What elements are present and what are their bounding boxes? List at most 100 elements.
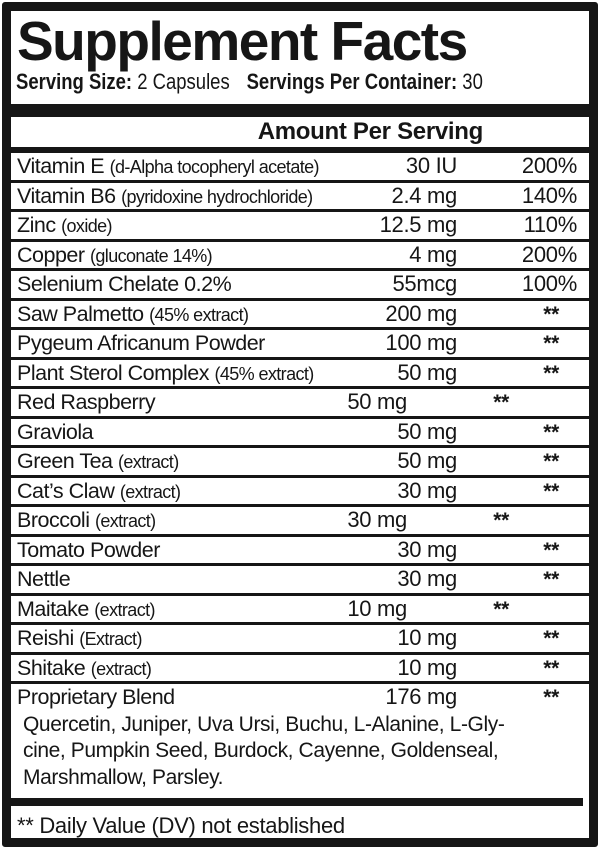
ingredient-row: Pygeum Africanum Powder 100 mg ** (11, 330, 589, 360)
ingredient-name: Plant Sterol Complex (45% extract) (17, 360, 314, 385)
amount-value: 10 mg (347, 595, 407, 621)
ingredient-name: Graviola (17, 419, 94, 444)
amount-value: 50 mg (397, 418, 457, 444)
ingredient-row: Plant Sterol Complex (45% extract) 50 mg… (11, 359, 589, 389)
amount-value: 50 mg (397, 359, 457, 385)
ingredient-name: Vitamin E (d-Alpha tocopheryl acetate) (17, 154, 320, 178)
ingredient-name: Green Tea (extract) (17, 449, 179, 473)
amount-value: 30 mg (397, 477, 457, 503)
ingredient-name: Cat’s Claw (extract) (17, 478, 181, 503)
amount-value: 2.4 mg (391, 182, 458, 208)
blend-line: Marshmallow, Parsley. (23, 765, 224, 789)
daily-value: 110% (523, 212, 578, 237)
amount-value: 10 mg (397, 625, 457, 650)
ingredient-detail: (pyridoxine hydrochloride) (121, 186, 313, 207)
ingredient-row: Maitake (extract) 10 mg ** (11, 595, 589, 625)
servings-per-container-label: Servings Per Container: (246, 69, 458, 94)
amount-value: 30 mg (347, 507, 407, 532)
ingredient-detail: (extract) (119, 481, 181, 502)
ingredient-row: Graviola 50 mg ** (11, 418, 589, 448)
ingredient-detail: (extract) (94, 599, 155, 620)
daily-value: ** (543, 420, 559, 444)
ingredient-table: Vitamin E (d-Alpha tocopheryl acetate) 3… (11, 153, 589, 711)
divider-thick-bottom (11, 798, 584, 806)
ingredient-row: Red Raspberry 50 mg ** (11, 389, 589, 419)
daily-value: ** (543, 450, 559, 473)
amount-value: 4 mg (409, 241, 457, 267)
amount-value: 30 IU (405, 153, 457, 178)
ingredient-name: Pygeum Africanum Powder (17, 331, 265, 355)
ingredient-detail: (gluconate 14%) (90, 245, 213, 266)
ingredient-row: Tomato Powder 30 mg ** (11, 536, 589, 566)
serving-size-value: 2 Capsules (137, 69, 230, 94)
daily-value: 200% (521, 241, 577, 267)
ingredient-row: Copper (gluconate 14%) 4 mg 200% (11, 241, 589, 271)
blend-line: cine, Pumpkin Seed, Burdock, Cayenne, Go… (23, 739, 499, 762)
amount-value: 100 mg (385, 330, 457, 355)
ingredient-name: Selenium Chelate 0.2% (17, 272, 232, 296)
ingredient-row: Proprietary Blend 176 mg ** (11, 684, 589, 711)
ingredient-name: Zinc (oxide) (17, 213, 113, 237)
proprietary-blend-ingredients: Quercetin, Juniper, Uva Ursi, Buchu, L-A… (11, 711, 589, 792)
amount-value: 30 mg (397, 536, 457, 562)
ingredient-name: Shitake (extract) (17, 655, 152, 680)
daily-value-footnote: ** Daily Value (DV) not established (17, 813, 345, 838)
daily-value: ** (543, 361, 559, 385)
serving-size-label: Serving Size: (16, 69, 133, 94)
daily-value: ** (543, 568, 559, 591)
daily-value: ** (543, 656, 559, 680)
ingredient-detail: (d-Alpha tocopheryl acetate) (109, 157, 320, 177)
ingredient-row: Nettle 30 mg ** (11, 566, 589, 596)
ingredient-row: Vitamin B6 (pyridoxine hydrochloride) 2.… (11, 182, 589, 212)
daily-value: 100% (521, 271, 577, 296)
daily-value: ** (493, 597, 509, 621)
amount-per-serving-header: Amount Per Serving (257, 118, 484, 145)
ingredient-name: Red Raspberry (17, 390, 156, 414)
ingredient-name: Vitamin B6 (pyridoxine hydrochloride) (17, 183, 313, 208)
ingredient-name: Maitake (extract) (17, 596, 155, 621)
ingredient-detail: (oxide) (61, 216, 112, 236)
amount-value: 12.5 mg (379, 212, 458, 237)
ingredient-row: Reishi (Extract) 10 mg ** (11, 625, 589, 655)
amount-value: 50 mg (397, 448, 457, 473)
ingredient-name: Proprietary Blend (17, 685, 175, 709)
servings-per-container-value: 30 (462, 69, 483, 94)
ingredient-name: Tomato Powder (17, 537, 160, 562)
ingredient-detail: (45% extract) (149, 304, 249, 325)
amount-value: 176 mg (385, 684, 457, 709)
daily-value: ** (543, 332, 559, 355)
ingredient-detail: (extract) (94, 511, 156, 531)
daily-value: 200% (521, 153, 577, 178)
daily-value: ** (543, 479, 559, 503)
daily-value: ** (543, 627, 559, 650)
divider-thick-top (11, 104, 589, 117)
ingredient-detail: (extract) (118, 452, 179, 472)
daily-value: ** (543, 538, 559, 562)
daily-value: ** (543, 302, 559, 326)
blend-line: Quercetin, Juniper, Uva Ursi, Buchu, L-A… (23, 712, 505, 736)
ingredient-detail: (Extract) (79, 629, 142, 649)
ingredient-detail: (extract) (90, 658, 152, 679)
amount-value: 55mcg (392, 271, 457, 296)
amount-value: 30 mg (397, 566, 457, 591)
amount-value: 50 mg (347, 389, 407, 414)
daily-value: ** (493, 509, 509, 532)
label-title: Supplement Facts (17, 10, 468, 72)
ingredient-name: Nettle (17, 567, 71, 591)
ingredient-name: Broccoli (extract) (17, 508, 156, 532)
ingredient-row: Saw Palmetto (45% extract) 200 mg ** (11, 300, 589, 330)
ingredient-row: Selenium Chelate 0.2% 55mcg 100% (11, 271, 589, 301)
ingredient-name: Copper (gluconate 14%) (17, 242, 213, 267)
ingredient-name: Saw Palmetto (45% extract) (17, 301, 249, 326)
ingredient-detail: (45% extract) (214, 363, 314, 384)
daily-value: ** (493, 391, 509, 414)
ingredient-row: Green Tea (extract) 50 mg ** (11, 448, 589, 478)
amount-value: 200 mg (385, 300, 457, 326)
ingredient-row: Zinc (oxide) 12.5 mg 110% (11, 212, 589, 242)
ingredient-row: Vitamin E (d-Alpha tocopheryl acetate) 3… (11, 153, 589, 183)
daily-value: 140% (521, 182, 577, 208)
ingredient-row: Cat’s Claw (extract) 30 mg ** (11, 477, 589, 507)
amount-value: 10 mg (397, 654, 457, 680)
